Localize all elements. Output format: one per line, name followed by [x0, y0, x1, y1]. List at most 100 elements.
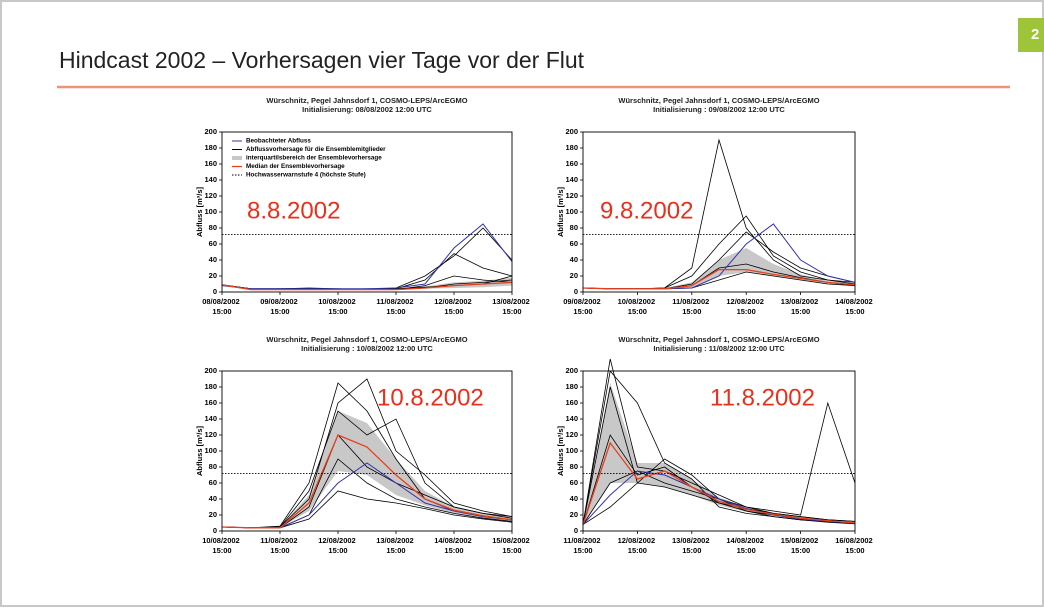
- x-tick-label: 12/08/2002 15:00: [318, 536, 358, 555]
- plot-frame: [582, 131, 856, 293]
- y-tick-label: 100: [204, 446, 217, 455]
- y-tick-label: 200: [204, 127, 217, 136]
- date-annotation: 11.8.2002: [710, 384, 815, 411]
- legend-label: Median der Ensemblevorhersage: [246, 163, 345, 170]
- y-tick-label: 120: [204, 430, 217, 439]
- chart-title: Würschnitz, Pegel Jahnsdorf 1, COSMO-LEP…: [618, 335, 819, 344]
- median-line: [582, 441, 856, 525]
- y-tick-label: 180: [565, 382, 578, 391]
- x-tick-label: 09/08/2002 15:00: [563, 297, 603, 316]
- y-tick-label: 200: [565, 127, 578, 136]
- y-tick-label: 180: [204, 143, 217, 152]
- x-tick-label: 10/08/2002 15:00: [618, 297, 658, 316]
- y-tick-label: 0: [574, 287, 578, 296]
- x-tick-label: 13/08/2002 15:00: [781, 297, 821, 316]
- y-tick-label: 180: [204, 382, 217, 391]
- legend-label: Beobachteter Abfluss: [246, 138, 311, 145]
- y-tick-label: 60: [209, 239, 217, 248]
- chart: Würschnitz, Pegel Jahnsdorf 1, COSMO-LEP…: [556, 96, 875, 316]
- ensemble-member-line: [582, 370, 856, 525]
- x-tick-label: 09/08/2002 15:00: [260, 297, 300, 316]
- y-tick-label: 100: [204, 207, 217, 216]
- slide-title: Hindcast 2002 – Vorhersagen vier Tage vo…: [59, 47, 585, 73]
- y-tick-label: 160: [204, 159, 217, 168]
- x-tick-label: 13/08/2002 15:00: [492, 297, 532, 316]
- plot-frame: [582, 370, 856, 532]
- y-tick-label: 80: [209, 223, 217, 232]
- ensemble-member-line: [582, 358, 856, 525]
- y-tick-label: 160: [565, 159, 578, 168]
- x-tick-label: 10/08/2002 15:00: [202, 536, 242, 555]
- chart-subtitle: Initialisierung : 10/08/2002 12:00 UTC: [301, 344, 433, 353]
- chart-subtitle: Initialisierung : 09/08/2002 12:00 UTC: [653, 105, 785, 114]
- x-tick-label: 15/08/2002 15:00: [781, 536, 821, 555]
- x-tick-label: 11/08/2002 15:00: [260, 536, 299, 555]
- x-tick-label: 12/08/2002 15:00: [726, 297, 766, 316]
- x-tick-label: 15/08/2002 15:00: [492, 536, 532, 555]
- interquartile-area: [583, 383, 855, 525]
- chart: Würschnitz, Pegel Jahnsdorf 1, COSMO-LEP…: [195, 335, 532, 555]
- x-tick-label: 16/08/2002 15:00: [835, 536, 875, 555]
- y-tick-label: 40: [570, 494, 578, 503]
- y-tick-label: 100: [565, 207, 578, 216]
- y-tick-label: 160: [204, 398, 217, 407]
- y-tick-label: 20: [209, 271, 217, 280]
- date-annotation: 9.8.2002: [600, 197, 693, 224]
- y-tick-label: 60: [570, 239, 578, 248]
- x-tick-label: 14/08/2002 15:00: [835, 297, 875, 316]
- y-tick-label: 160: [565, 398, 578, 407]
- y-tick-label: 120: [565, 191, 578, 200]
- page-number: 2: [1031, 26, 1039, 43]
- y-tick-label: 0: [213, 287, 217, 296]
- x-tick-label: 11/08/2002 15:00: [563, 536, 602, 555]
- y-tick-label: 80: [209, 462, 217, 471]
- y-axis-label: Abfluss [m³/s]: [195, 426, 204, 477]
- observed-line: [221, 223, 513, 290]
- chart: Würschnitz, Pegel Jahnsdorf 1, COSMO-LEP…: [195, 96, 532, 316]
- interquartile-area: [222, 411, 512, 528]
- legend-label: Hochwasserwarnstufe 4 (höchste Stufe): [246, 172, 366, 179]
- y-tick-label: 80: [570, 223, 578, 232]
- y-tick-label: 140: [204, 175, 217, 184]
- x-tick-label: 14/08/2002 15:00: [726, 536, 766, 555]
- y-tick-label: 140: [565, 414, 578, 423]
- y-tick-label: 180: [565, 143, 578, 152]
- chart-subtitle: Initialisierung: 08/08/2002 12:00 UTC: [302, 105, 432, 114]
- chart-subtitle: Initialisierung : 11/08/2002 12:00 UTC: [653, 344, 785, 353]
- x-tick-label: 08/08/2002 15:00: [202, 297, 242, 316]
- chart-title: Würschnitz, Pegel Jahnsdorf 1, COSMO-LEP…: [266, 335, 467, 344]
- y-tick-label: 200: [204, 366, 217, 375]
- y-tick-label: 20: [570, 271, 578, 280]
- median-line: [221, 281, 513, 291]
- y-tick-label: 80: [570, 462, 578, 471]
- y-tick-label: 0: [213, 526, 217, 535]
- y-tick-label: 20: [570, 510, 578, 519]
- y-tick-label: 60: [570, 478, 578, 487]
- y-tick-label: 140: [204, 414, 217, 423]
- y-tick-label: 40: [209, 255, 217, 264]
- y-tick-label: 40: [209, 494, 217, 503]
- x-tick-label: 13/08/2002 15:00: [376, 536, 416, 555]
- median-line: [582, 268, 856, 290]
- y-tick-label: 120: [565, 430, 578, 439]
- date-annotation: 10.8.2002: [377, 384, 484, 411]
- y-tick-label: 120: [204, 191, 217, 200]
- date-annotation: 8.8.2002: [247, 197, 340, 224]
- x-tick-label: 14/08/2002 15:00: [434, 536, 474, 555]
- y-tick-label: 60: [209, 478, 217, 487]
- x-tick-label: 12/08/2002 15:00: [618, 536, 658, 555]
- y-tick-label: 20: [209, 510, 217, 519]
- chart-title: Würschnitz, Pegel Jahnsdorf 1, COSMO-LEP…: [266, 96, 467, 105]
- ensemble-member-line: [582, 482, 856, 525]
- observed-line: [582, 470, 856, 525]
- x-tick-label: 10/08/2002 15:00: [318, 297, 358, 316]
- page-number-box: [1018, 18, 1044, 52]
- y-tick-label: 100: [565, 446, 578, 455]
- y-axis-label: Abfluss [m³/s]: [556, 426, 565, 477]
- x-tick-label: 11/08/2002 15:00: [672, 297, 711, 316]
- y-tick-label: 140: [565, 175, 578, 184]
